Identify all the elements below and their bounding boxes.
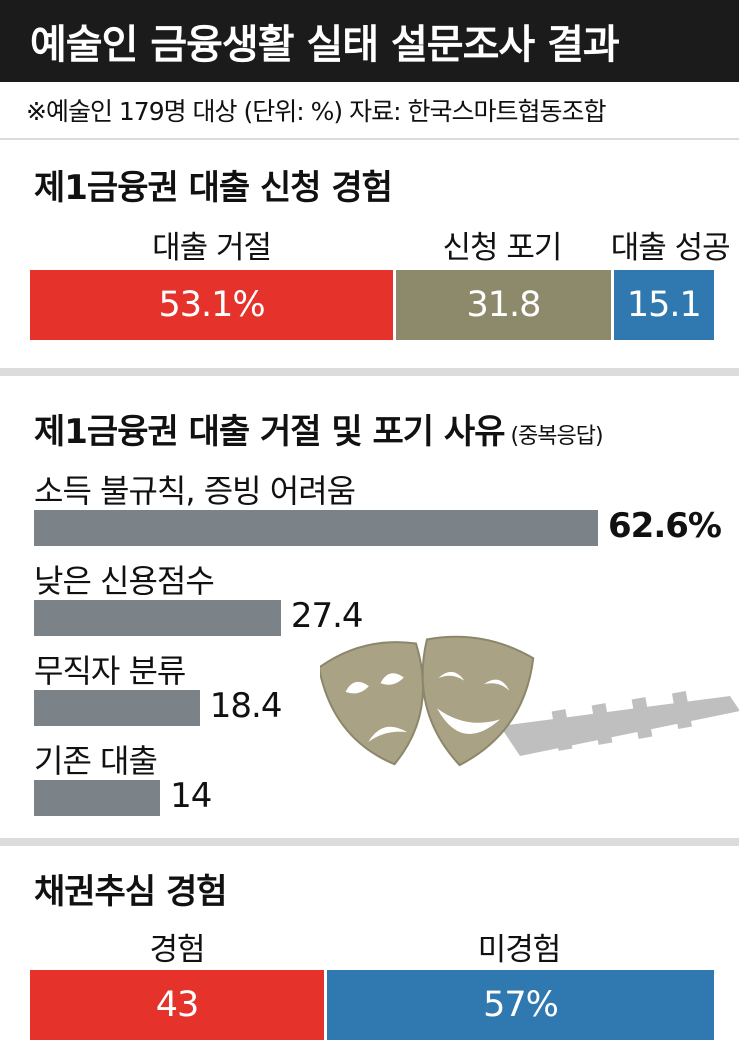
reason-value-existing-loan: 14 <box>170 776 212 816</box>
segment-loan-rejected: 53.1% <box>30 270 394 340</box>
page-title: 예술인 금융생활 실태 설문조사 결과 <box>0 0 739 82</box>
panel3-title: 채권추심 경험 <box>34 872 228 912</box>
reason-label-existing-loan: 기존 대출 <box>34 742 158 780</box>
reason-value-unemployed-classification: 18.4 <box>209 686 283 726</box>
panel2-title-text: 제1금융권 대출 거절 및 포기 사유 <box>34 412 505 452</box>
reason-bar-low-credit-score <box>34 600 281 636</box>
reason-label-unemployed-classification: 무직자 분류 <box>34 652 186 690</box>
reason-value-income-irregular: 62.6% <box>608 506 722 546</box>
reason-bar-existing-loan <box>34 780 161 816</box>
panel1-title: 제1금융권 대출 신청 경험 <box>34 168 393 208</box>
segment-loan-success: 15.1 <box>610 270 714 340</box>
reason-bar-unemployed-classification <box>34 690 200 726</box>
panel2-subtitle: (중복응답) <box>510 424 603 449</box>
segment-experienced: 43 <box>30 970 325 1040</box>
label-application-abandoned: 신청 포기 <box>442 230 562 266</box>
segment-application-abandoned: 31.8 <box>393 270 611 340</box>
panel2-title: 제1금융권 대출 거절 및 포기 사유 (중복응답) <box>34 404 604 453</box>
loan-application-panel: 제1금융권 대출 신청 경험 대출 거절 신청 포기 대출 성공 53.1% 3… <box>0 140 739 368</box>
label-not-experienced: 미경험 <box>477 932 562 968</box>
reason-label-low-credit-score: 낮은 신용점수 <box>34 562 215 600</box>
rejection-reasons-panel: 제1금융권 대출 거절 및 포기 사유 (중복응답) 소득 불규칙, 증빙 어려움… <box>0 376 739 838</box>
label-loan-success: 대출 성공 <box>610 230 731 266</box>
segment-not-experienced: 57% <box>324 970 714 1040</box>
reason-bar-income-irregular <box>34 510 598 546</box>
reason-label-income-irregular: 소득 불규칙, 증빙 어려움 <box>34 472 356 510</box>
source-note: ※예술인 179명 대상 (단위: %) 자료: 한국스마트협동조합 <box>0 82 739 138</box>
label-experienced: 경험 <box>149 932 206 968</box>
theater-masks-icon <box>320 635 739 767</box>
debt-collection-panel: 채권추심 경험 경험 미경험 43 57% <box>0 846 739 1063</box>
label-loan-rejected: 대출 거절 <box>152 230 272 266</box>
reason-value-low-credit-score: 27.4 <box>290 596 364 636</box>
